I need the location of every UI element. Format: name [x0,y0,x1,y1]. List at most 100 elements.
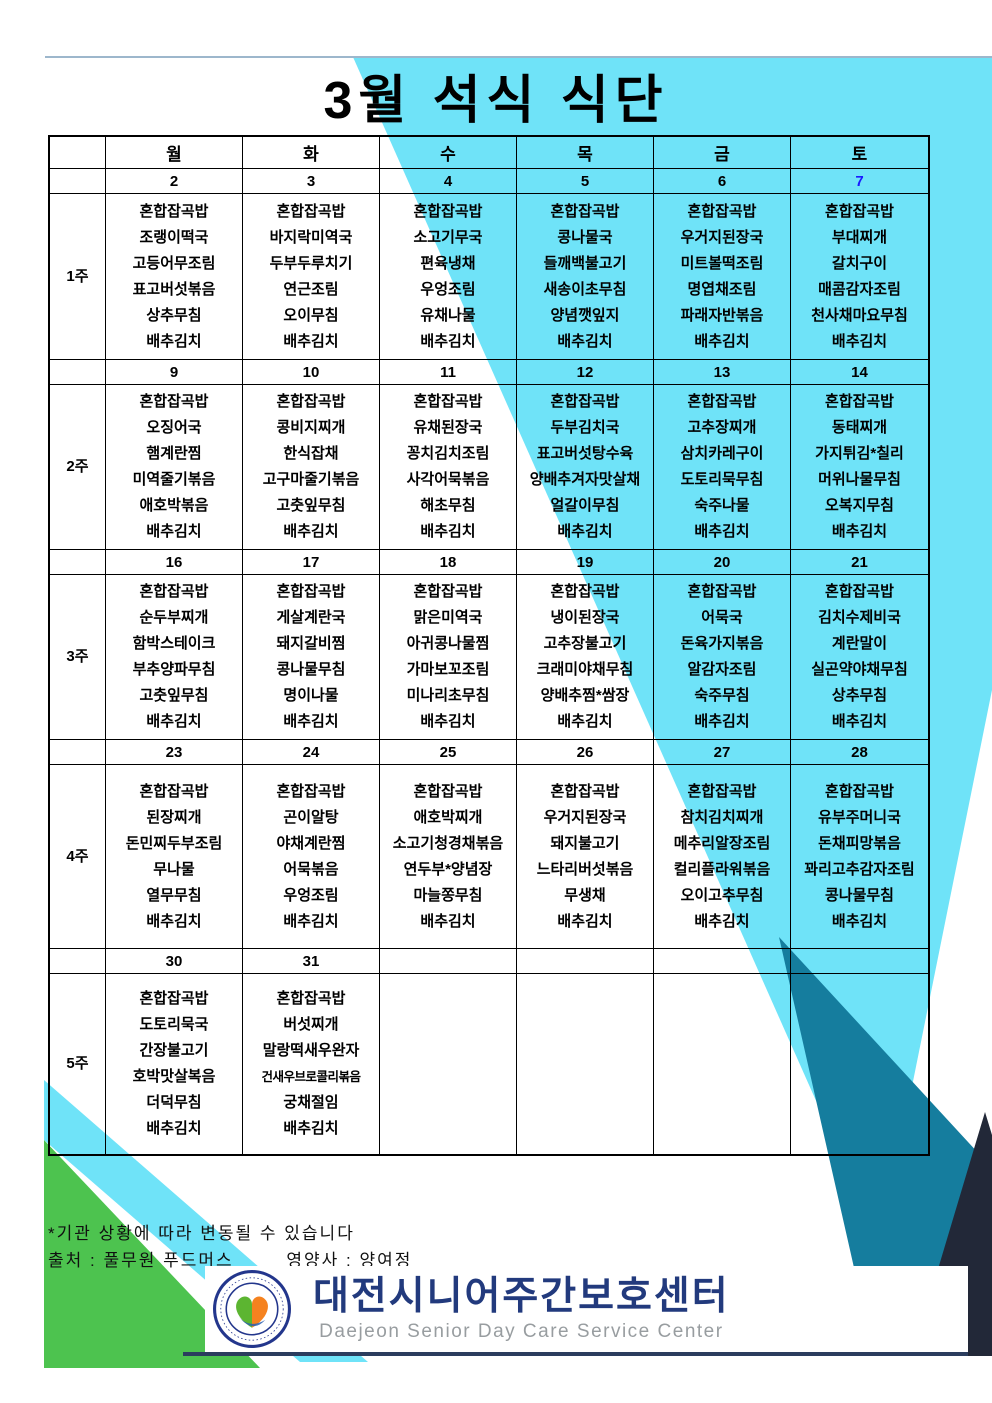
menu-cell: 혼합잡곡밥 유부주머니국 돈채피망볶음 꽈리고추감자조림 콩나물무침 배추김치 [791,765,928,949]
org-name-block: 대전시니어주간보호센터 Daejeon Senior Day Care Serv… [313,1275,730,1343]
menu-cell: 혼합잡곡밥 동태찌개 가지튀김*칠리 머위나물무침 오복지무침 배추김치 [791,385,928,550]
menu-cell: 혼합잡곡밥 소고기무국 편육냉채 우엉조림 유채나물 배추김치 [380,194,517,360]
date-row-week2: 9 10 11 12 13 14 [50,360,928,385]
day-header-mon: 월 [106,137,243,169]
date-cell: 30 [106,949,243,974]
date-cell: 17 [243,550,380,575]
menu-cell-empty [380,974,517,1154]
date-cell: 6 [654,169,791,194]
date-cell: 5 [517,169,654,194]
menu-cell: 혼합잡곡밥 곤이알탕 야채계란찜 어묵볶음 우엉조림 배추김치 [243,765,380,949]
menu-cell: 혼합잡곡밥 버섯찌개 말랑떡새우완자 건새우브로콜리볶음 궁채절임 배추김치 [243,974,380,1154]
corner-cell [50,740,106,765]
menu-item: 궁채절임 [283,1094,339,1111]
date-row-week3: 16 17 18 19 20 21 [50,550,928,575]
date-cell: 23 [106,740,243,765]
date-cell-saturday: 7 [791,169,928,194]
week-label: 4주 [50,765,106,949]
menu-row-week4: 4주 혼합잡곡밥 된장찌개 돈민찌두부조림 무나물 열무무침 배추김치 혼합잡곡… [50,765,928,949]
date-cell: 27 [654,740,791,765]
page-title: 3월 석식 식단 [323,72,669,130]
day-header-sat: 토 [791,137,928,169]
date-cell [380,949,517,974]
date-cell: 26 [517,740,654,765]
day-header-row: 월 화 수 목 금 토 [50,137,928,169]
org-name-korean: 대전시니어주간보호센터 [313,1275,730,1318]
menu-item: 버섯찌개 [283,1016,339,1033]
menu-cell-empty [517,974,654,1154]
week-label: 2주 [50,385,106,550]
date-cell: 24 [243,740,380,765]
menu-cell: 혼합잡곡밥 두부김치국 표고버섯탕수육 양배추겨자맛살채 얼갈이무침 배추김치 [517,385,654,550]
day-header-fri: 금 [654,137,791,169]
menu-row-week1: 1주 혼합잡곡밥 조랭이떡국 고등어무조림 표고버섯볶음 상추무침 배추김치 혼… [50,194,928,360]
menu-cell: 혼합잡곡밥 우거지된장국 돼지불고기 느타리버섯볶음 무생채 배추김치 [517,765,654,949]
date-cell: 2 [106,169,243,194]
corner-cell [50,137,106,169]
date-cell: 3 [243,169,380,194]
corner-cell [50,550,106,575]
menu-cell: 혼합잡곡밥 바지락미역국 두부두루치기 연근조림 오이무침 배추김치 [243,194,380,360]
menu-cell: 혼합잡곡밥 맑은미역국 아귀콩나물찜 가마보꼬조림 미나리초무침 배추김치 [380,575,517,740]
date-cell: 4 [380,169,517,194]
menu-cell: 혼합잡곡밥 고추장찌개 삼치카레구이 도토리묵무침 숙주나물 배추김치 [654,385,791,550]
org-logo-banner: 대전시니어주간보호센터 Daejeon Senior Day Care Serv… [205,1266,968,1352]
corner-cell [50,360,106,385]
day-header-wed: 수 [380,137,517,169]
date-cell: 16 [106,550,243,575]
org-logo-icon [213,1270,291,1348]
date-cell: 31 [243,949,380,974]
menu-item: 건새우브로콜리볶음 [261,1070,361,1084]
menu-cell: 혼합잡곡밥 김치수제비국 계란말이 실곤약야채무침 상추무침 배추김치 [791,575,928,740]
corner-cell [50,949,106,974]
menu-row-week2: 2주 혼합잡곡밥 오징어국 햄계란찜 미역줄기볶음 애호박볶음 배추김치 혼합잡… [50,385,928,550]
menu-cell: 혼합잡곡밥 부대찌개 갈치구이 매콤감자조림 천사채마요무침 배추김치 [791,194,928,360]
menu-item: 배추김치 [283,1120,339,1137]
date-cell: 19 [517,550,654,575]
date-row-week5: 30 31 [50,949,928,974]
week-label: 1주 [50,194,106,360]
menu-cell-lines: 혼합잡곡밥 버섯찌개 말랑떡새우완자 건새우브로콜리볶음 궁채절임 배추김치 [261,986,361,1142]
footnote-change-notice: *기관 상황에 따라 변동될 수 있습니다 [48,1224,355,1243]
date-cell: 13 [654,360,791,385]
date-cell [791,949,928,974]
menu-cell: 혼합잡곡밥 콩비지찌개 한식잡채 고구마줄기볶음 고춧잎무침 배추김치 [243,385,380,550]
org-name-english: Daejeon Senior Day Care Service Center [319,1321,724,1342]
menu-item: 혼합잡곡밥 [276,990,346,1007]
week-label: 3주 [50,575,106,740]
menu-cell: 혼합잡곡밥 냉이된장국 고추장불고기 크래미야채무침 양배추찜*쌈장 배추김치 [517,575,654,740]
menu-cell-empty [791,974,928,1154]
menu-cell: 혼합잡곡밥 우거지된장국 미트볼떡조림 명엽채조림 파래자반볶음 배추김치 [654,194,791,360]
week-label: 5주 [50,974,106,1154]
date-cell: 12 [517,360,654,385]
date-cell: 9 [106,360,243,385]
date-cell: 14 [791,360,928,385]
date-row-week1: 2 3 4 5 6 7 [50,169,928,194]
date-cell [517,949,654,974]
menu-row-week5: 5주 혼합잡곡밥 도토리묵국 간장불고기 호박맛살복음 더덕무침 배추김치 혼합… [50,974,928,1154]
menu-cell: 혼합잡곡밥 조랭이떡국 고등어무조림 표고버섯볶음 상추무침 배추김치 [106,194,243,360]
menu-cell: 혼합잡곡밥 도토리묵국 간장불고기 호박맛살복음 더덕무침 배추김치 [106,974,243,1154]
menu-cell: 혼합잡곡밥 유채된장국 꽁치김치조림 사각어묵볶음 해초무침 배추김치 [380,385,517,550]
meal-calendar-table: 월 화 수 목 금 토 2 3 4 5 6 7 1주 혼합잡곡밥 조랭이떡국 고… [48,135,930,1156]
footer-rule [183,1352,968,1356]
menu-row-week3: 3주 혼합잡곡밥 순두부찌개 함박스테이크 부추양파무침 고춧잎무침 배추김치 … [50,575,928,740]
menu-cell: 혼합잡곡밥 어묵국 돈육가지볶음 알감자조림 숙주무침 배추김치 [654,575,791,740]
date-cell: 11 [380,360,517,385]
date-cell: 28 [791,740,928,765]
menu-item: 말랑떡새우완자 [262,1042,360,1059]
menu-cell: 혼합잡곡밥 애호박찌개 소고기청경채볶음 연두부*양념장 마늘쫑무침 배추김치 [380,765,517,949]
menu-cell: 혼합잡곡밥 참치김치찌개 메추리알장조림 컬리플라워볶음 오이고추무침 배추김치 [654,765,791,949]
menu-cell: 혼합잡곡밥 순두부찌개 함박스테이크 부추양파무침 고춧잎무침 배추김치 [106,575,243,740]
menu-cell-empty [654,974,791,1154]
day-header-thu: 목 [517,137,654,169]
date-cell: 20 [654,550,791,575]
menu-cell: 혼합잡곡밥 콩나물국 들깨백불고기 새송이초무침 양념깻잎지 배추김치 [517,194,654,360]
date-cell: 10 [243,360,380,385]
date-cell: 18 [380,550,517,575]
date-cell [654,949,791,974]
date-row-week4: 23 24 25 26 27 28 [50,740,928,765]
date-cell: 25 [380,740,517,765]
menu-cell: 혼합잡곡밥 게살계란국 돼지갈비찜 콩나물무침 명이나물 배추김치 [243,575,380,740]
